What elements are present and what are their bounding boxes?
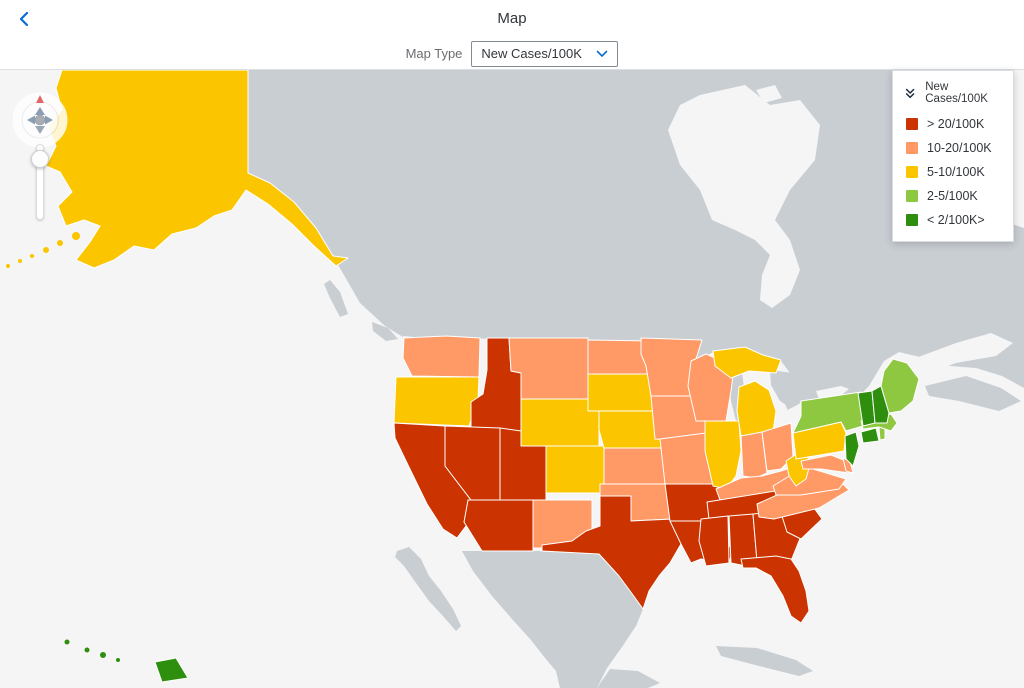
legend-item-label: 2-5/100K bbox=[927, 189, 978, 203]
land-cuba bbox=[716, 646, 813, 676]
pan-down-arrow[interactable] bbox=[35, 126, 45, 134]
compass-center-knob[interactable] bbox=[34, 114, 46, 126]
legend-color-chip bbox=[906, 142, 918, 154]
map-canvas[interactable]: New Cases/100K > 20/100K 10-20/100K 5-10/1… bbox=[0, 70, 1024, 688]
water-arctic-patch-1 bbox=[712, 105, 748, 125]
land-baja-california bbox=[395, 547, 461, 631]
chevron-left-icon bbox=[19, 11, 29, 27]
legend-item-label: > 20/100K bbox=[927, 117, 985, 131]
map-region-hawaii-island-3[interactable] bbox=[100, 652, 106, 658]
water-arctic-patch-2 bbox=[756, 85, 782, 103]
legend-item-c2to5: 2-5/100K bbox=[893, 184, 1013, 208]
legend-color-chip bbox=[906, 214, 918, 226]
map-region-florida[interactable] bbox=[740, 555, 810, 624]
water-gulf-st-lawrence bbox=[886, 333, 1013, 383]
pan-left-arrow[interactable] bbox=[27, 115, 35, 125]
land-nova-scotia bbox=[925, 376, 1021, 411]
map-region-south-dakota[interactable] bbox=[587, 373, 659, 412]
back-button[interactable] bbox=[10, 5, 38, 33]
app-header: Map bbox=[0, 0, 1024, 38]
map-region-aleutian-island-1[interactable] bbox=[6, 264, 10, 268]
map-region-kansas[interactable] bbox=[603, 447, 672, 485]
legend-color-chip bbox=[906, 118, 918, 130]
legend-item-gt20: > 20/100K bbox=[893, 112, 1013, 136]
water-hudson-bay bbox=[668, 85, 820, 308]
map-region-michigan-upper-peninsula[interactable] bbox=[712, 346, 782, 379]
chevron-down-icon bbox=[597, 50, 608, 57]
collapse-legend-icon[interactable] bbox=[904, 86, 916, 100]
map-region-montana[interactable] bbox=[508, 337, 589, 400]
map-region-wyoming[interactable] bbox=[520, 398, 600, 447]
water-lake-ontario bbox=[816, 386, 849, 399]
map-region-aleutian-island-5[interactable] bbox=[57, 240, 63, 246]
zoom-slider-track[interactable] bbox=[36, 144, 44, 220]
legend-title: New Cases/100K bbox=[925, 81, 988, 105]
legend-item-c5to10: 5-10/100K bbox=[893, 160, 1013, 184]
map-region-hawaii-island-4[interactable] bbox=[116, 658, 120, 662]
land-central-america bbox=[597, 669, 660, 688]
map-toolbar: Map Type New Cases/100K bbox=[0, 38, 1024, 70]
map-region-hawaii-island-2[interactable] bbox=[84, 647, 90, 653]
legend-item-label: 5-10/100K bbox=[927, 165, 985, 179]
map-region-hawaii-island-1[interactable] bbox=[64, 639, 70, 645]
zoom-slider-handle[interactable] bbox=[31, 150, 49, 168]
legend-item-c10to20: 10-20/100K bbox=[893, 136, 1013, 160]
map-region-maryland[interactable] bbox=[800, 454, 852, 474]
map-region-new-jersey[interactable] bbox=[844, 431, 860, 467]
pan-right-arrow[interactable] bbox=[45, 115, 53, 125]
legend-color-chip bbox=[906, 190, 918, 202]
map-region-indiana[interactable] bbox=[740, 431, 768, 479]
legend-items: > 20/100K 10-20/100K 5-10/100K 2-5/100K < 2/… bbox=[893, 112, 1013, 232]
map-region-oregon[interactable] bbox=[393, 376, 480, 427]
map-region-connecticut[interactable] bbox=[860, 427, 880, 444]
legend-item-lt2: < 2/100K> bbox=[893, 208, 1013, 232]
land-vancouver-island bbox=[372, 322, 398, 341]
map-region-aleutian-island-3[interactable] bbox=[30, 254, 34, 258]
legend-item-label: 10-20/100K bbox=[927, 141, 992, 155]
map-region-michigan[interactable] bbox=[736, 380, 777, 437]
map-region-alaska[interactable] bbox=[45, 70, 349, 269]
map-region-mississippi[interactable] bbox=[698, 515, 730, 567]
page-title: Map bbox=[497, 10, 527, 27]
map-type-selected-value: New Cases/100K bbox=[481, 46, 582, 61]
map-region-arizona[interactable] bbox=[463, 499, 534, 552]
map-region-new-hampshire[interactable] bbox=[871, 385, 890, 424]
legend-panel: New Cases/100K > 20/100K 10-20/100K 5-10/1… bbox=[892, 70, 1014, 242]
map-region-washington[interactable] bbox=[402, 335, 481, 378]
map-type-label: Map Type bbox=[405, 46, 463, 61]
pan-up-arrow[interactable] bbox=[35, 107, 45, 115]
choropleth-map[interactable] bbox=[0, 70, 1024, 688]
pan-compass-control[interactable] bbox=[6, 86, 74, 154]
land-mexico bbox=[462, 551, 643, 688]
map-region-colorado[interactable] bbox=[545, 445, 607, 494]
north-arrow-icon bbox=[36, 95, 44, 103]
land-canada bbox=[248, 70, 1024, 411]
map-region-kodiak-island[interactable] bbox=[104, 218, 112, 226]
map-region-aleutian-island-6[interactable] bbox=[72, 232, 80, 240]
legend-color-chip bbox=[906, 166, 918, 178]
map-region-maine[interactable] bbox=[880, 358, 920, 414]
map-region-aleutian-island-2[interactable] bbox=[18, 259, 22, 263]
land-lake-huron-gap bbox=[770, 370, 803, 412]
map-region-aleutian-island-4[interactable] bbox=[43, 247, 49, 253]
map-region-hawaii-big-island[interactable] bbox=[154, 657, 189, 683]
map-type-select[interactable]: New Cases/100K bbox=[471, 40, 619, 67]
legend-item-label: < 2/100K> bbox=[927, 213, 985, 227]
land-haida-gwaii bbox=[324, 280, 348, 317]
